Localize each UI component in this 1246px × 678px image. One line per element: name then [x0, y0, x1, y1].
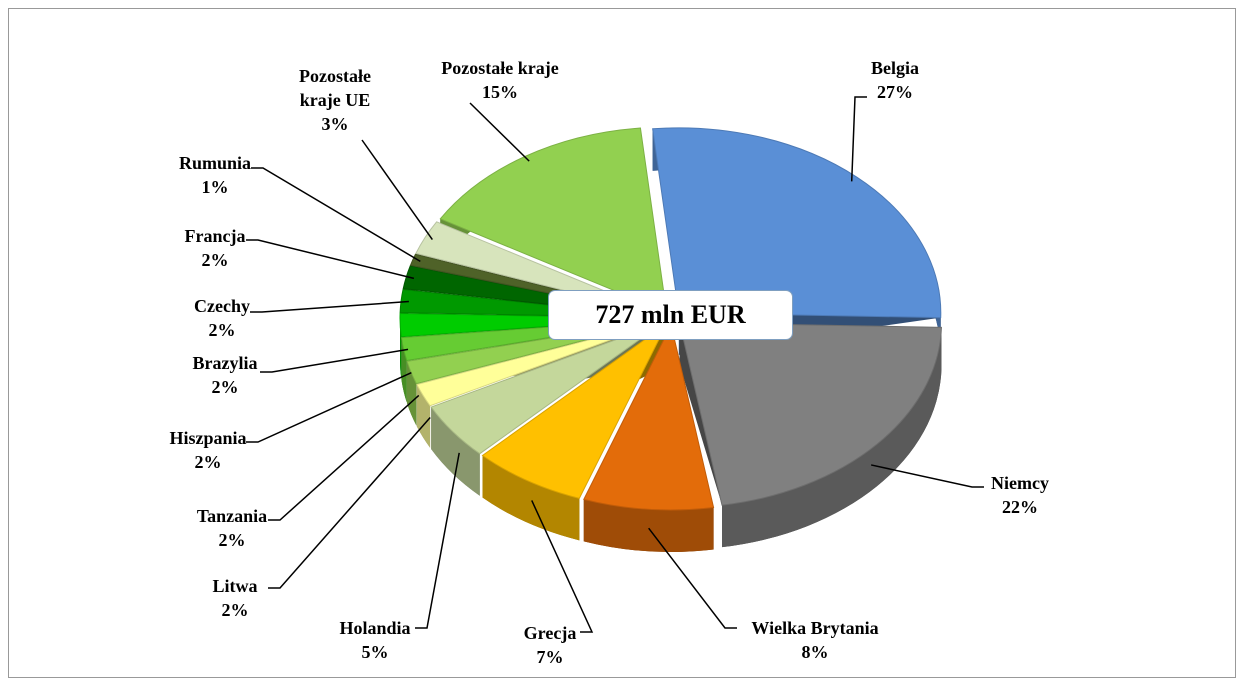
slice [481, 323, 668, 499]
data-label: Brazylia 2% [193, 351, 258, 399]
value-label: 2% [221, 600, 249, 620]
value-label: 5% [361, 642, 389, 662]
category-label: Belgia [871, 58, 919, 78]
data-label: Francja 2% [185, 224, 246, 272]
leader-line [268, 416, 431, 589]
value-label: 2% [211, 377, 239, 397]
data-label: Pozostałe kraje UE 3% [285, 64, 385, 136]
leader-line [870, 464, 984, 488]
value-label: 1% [201, 177, 229, 197]
leader-line [415, 452, 460, 629]
category-label: Holandia [339, 618, 411, 638]
slice-side [482, 455, 580, 541]
slice [430, 321, 665, 455]
slice [678, 322, 942, 506]
leader-line [260, 348, 409, 373]
slice-side [722, 327, 942, 548]
leader-line [268, 394, 420, 521]
leader-line [251, 167, 421, 263]
data-label: Niemcy 22% [991, 471, 1049, 519]
leader-line [361, 139, 433, 241]
category-label: Wielka Brytania [751, 618, 879, 638]
value-label: 2% [208, 320, 236, 340]
value-label: 8% [801, 642, 829, 662]
category-label: Brazylia [192, 353, 258, 373]
leader-line [250, 300, 409, 313]
slice-side [431, 407, 480, 496]
category-label: Grecja [523, 623, 577, 643]
slice-side [401, 337, 407, 403]
category-label: Pozostałe kraje [441, 58, 559, 78]
data-label: Grecja 7% [524, 621, 577, 669]
category-label: Hiszpania [169, 428, 247, 448]
slice [583, 323, 715, 511]
category-label: Tanzania [196, 506, 268, 526]
leader-line [469, 102, 530, 162]
category-label: Litwa [212, 576, 258, 596]
slice-side [407, 361, 417, 426]
value-label: 15% [482, 82, 518, 102]
value-label: 27% [877, 82, 913, 102]
value-label: 7% [536, 647, 564, 667]
slice [416, 320, 664, 407]
value-label: 22% [1001, 497, 1038, 517]
center-annotation: 727 mln EUR [548, 290, 793, 340]
slice-side [583, 499, 714, 552]
category-label: Czechy [194, 296, 250, 316]
category-label: Pozostałe kraje UE [299, 66, 371, 110]
data-label: Hiszpania 2% [169, 426, 246, 474]
data-label: Litwa 2% [213, 574, 258, 622]
data-label: Belgia 27% [871, 56, 919, 104]
value-label: 2% [194, 452, 222, 472]
data-label: Tanzania 2% [197, 504, 267, 552]
value-label: 2% [201, 250, 229, 270]
leader-line [648, 527, 737, 629]
category-label: Francja [184, 226, 246, 246]
category-label: Rumunia [178, 153, 252, 173]
data-label: Pozostałe kraje 15% [441, 56, 558, 104]
data-label: Rumunia 1% [179, 151, 251, 199]
category-label: Niemcy [991, 473, 1049, 493]
leader-line [246, 239, 415, 280]
leader-line [246, 371, 412, 443]
value-label: 3% [321, 114, 349, 134]
slice-wall [431, 322, 664, 496]
leader-line [531, 500, 594, 633]
value-label: 2% [218, 530, 246, 550]
data-label: Holandia 5% [339, 616, 410, 664]
data-label: Wielka Brytania 8% [751, 616, 878, 664]
leader-line [850, 96, 867, 182]
data-label: Czechy 2% [194, 294, 250, 342]
slice-side [416, 384, 431, 448]
slice [652, 127, 942, 319]
